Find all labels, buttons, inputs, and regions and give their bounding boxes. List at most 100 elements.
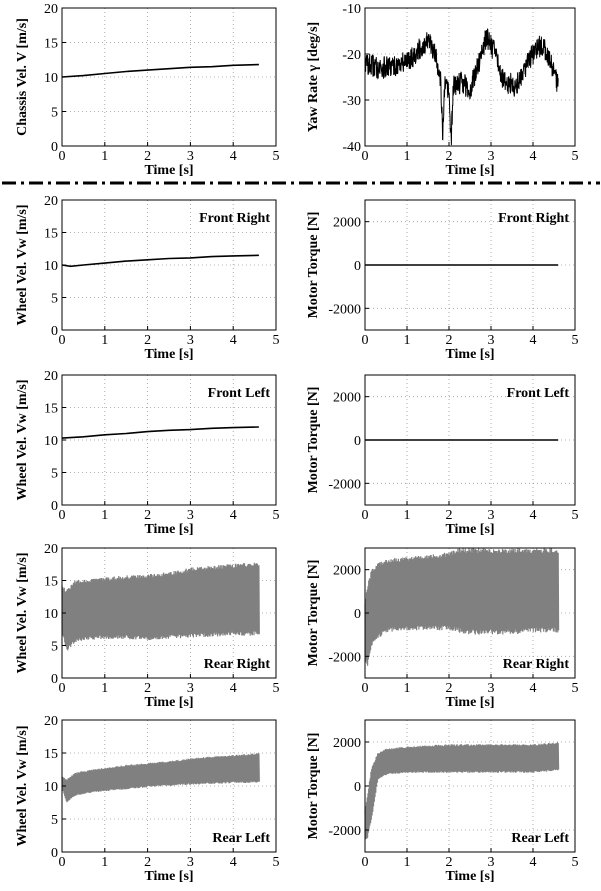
x-axis-label: Time [s] [445, 163, 494, 178]
x-tick-label: 5 [572, 149, 579, 164]
y-tick-label: 15 [44, 402, 58, 417]
x-tick-label: 4 [230, 855, 237, 870]
series-band-trace-0 [364, 548, 560, 666]
y-tick-label: 0 [354, 607, 361, 622]
x-axis-label: Time [s] [445, 695, 494, 710]
series-band-trace-0 [61, 753, 260, 803]
x-tick-label: 3 [187, 508, 194, 523]
panel-annotation: Front Right [199, 211, 270, 226]
y-tick-label: 0 [354, 434, 361, 449]
y-tick-label: -40 [342, 140, 361, 155]
series-band-trace-0 [61, 562, 260, 651]
x-axis-label: Time [s] [144, 163, 193, 178]
x-tick-label: 5 [273, 333, 280, 348]
x-axis-label: Time [s] [144, 695, 193, 710]
y-tick-label: 0 [354, 259, 361, 274]
x-tick-label: 2 [144, 333, 151, 348]
y-tick-label: 20 [44, 369, 58, 384]
plot-frame [364, 7, 576, 147]
x-tick-label: 0 [362, 333, 369, 348]
x-tick-label: 4 [530, 508, 537, 523]
x-tick-label: 4 [230, 681, 237, 696]
y-tick-label: 2000 [333, 736, 361, 751]
x-tick-label: 2 [144, 149, 151, 164]
x-tick-label: 4 [530, 681, 537, 696]
x-tick-label: 1 [101, 508, 108, 523]
y-axis-label: Motor Torque [N] [306, 387, 321, 494]
x-tick-label: 5 [572, 508, 579, 523]
x-tick-label: 0 [59, 149, 66, 164]
x-axis-label: Time [s] [445, 522, 494, 537]
x-tick-label: 0 [362, 508, 369, 523]
chart-wheel-velocity-rear-right: 0 1 2 3 4 5 0 5 10 15 20 Time [s] Wheel Vel. Vw [m/s… [15, 542, 280, 710]
x-tick-label: 3 [488, 508, 495, 523]
y-tick-label: 20 [44, 194, 58, 209]
x-tick-label: 3 [488, 855, 495, 870]
y-axis-label: Yaw Rate γ [deg/s] [306, 22, 321, 132]
y-tick-label: 20 [44, 542, 58, 557]
y-tick-label: 5 [51, 467, 58, 482]
y-tick-label: 15 [44, 37, 58, 52]
y-tick-label: 10 [44, 434, 58, 449]
y-tick-label: -2000 [328, 477, 361, 492]
panel-annotation: Rear Left [212, 831, 270, 846]
x-tick-label: 0 [362, 149, 369, 164]
x-axis-label: Time [s] [445, 869, 494, 884]
x-tick-label: 0 [362, 681, 369, 696]
y-tick-label: 20 [44, 2, 58, 17]
x-tick-label: 0 [59, 508, 66, 523]
x-tick-label: 1 [404, 508, 411, 523]
series-line-0 [61, 426, 259, 439]
y-tick-label: 2000 [333, 564, 361, 579]
chart-motor-torque-rear-right: 0 1 2 3 4 5 -2000 0 2000 Time [s] Motor Torque [N]… [306, 547, 579, 710]
panel-annotation: Rear Left [511, 831, 569, 846]
chart-motor-torque-front-right: 0 1 2 3 4 5 -2000 0 2000 Time [s] Motor Torque [N]… [306, 199, 579, 362]
x-tick-label: 4 [530, 333, 537, 348]
x-tick-label: 5 [572, 681, 579, 696]
panel-annotation: Front Left [507, 386, 570, 401]
y-tick-label: 0 [51, 324, 58, 339]
y-tick-label: 15 [44, 575, 58, 590]
x-tick-label: 1 [101, 149, 108, 164]
x-tick-label: 4 [230, 333, 237, 348]
y-tick-label: 5 [51, 813, 58, 828]
y-tick-label: 0 [354, 780, 361, 795]
y-tick-label: 0 [51, 499, 58, 514]
chart-wheel-velocity-rear-left: 0 1 2 3 4 5 0 5 10 15 20 Time [s] Wheel Vel. Vw [m/s… [15, 714, 280, 884]
x-tick-label: 4 [530, 855, 537, 870]
y-tick-label: 2000 [333, 391, 361, 406]
x-tick-label: 1 [404, 333, 411, 348]
series-line-0 [364, 28, 559, 146]
x-tick-label: 2 [446, 333, 453, 348]
y-tick-label: 0 [51, 846, 58, 861]
x-tick-label: 2 [446, 855, 453, 870]
x-tick-label: 2 [446, 681, 453, 696]
x-tick-label: 3 [187, 855, 194, 870]
x-tick-label: 3 [488, 149, 495, 164]
y-tick-label: -10 [342, 2, 361, 17]
y-tick-label: 0 [51, 140, 58, 155]
x-tick-label: 3 [187, 149, 194, 164]
chart-motor-torque-rear-left: 0 1 2 3 4 5 -2000 0 2000 Time [s] Motor Torque [N]… [306, 719, 579, 884]
x-tick-label: 5 [273, 681, 280, 696]
x-tick-label: 2 [144, 855, 151, 870]
x-tick-label: 0 [59, 681, 66, 696]
x-tick-label: 1 [101, 333, 108, 348]
y-tick-label: 2000 [333, 216, 361, 231]
chart-motor-torque-front-left: 0 1 2 3 4 5 -2000 0 2000 Time [s] Motor Torque [N]… [306, 374, 579, 537]
y-tick-label: 5 [51, 106, 58, 121]
y-axis-label: Wheel Vel. Vw [m/s] [15, 379, 30, 500]
y-tick-label: 15 [44, 747, 58, 762]
x-tick-label: 1 [101, 855, 108, 870]
x-tick-label: 4 [530, 149, 537, 164]
y-axis-label: Motor Torque [N] [306, 212, 321, 319]
series-line-0 [61, 254, 259, 268]
y-tick-label: 10 [44, 71, 58, 86]
x-tick-label: 3 [488, 681, 495, 696]
x-tick-label: 5 [273, 855, 280, 870]
x-tick-label: 2 [446, 508, 453, 523]
y-tick-label: 20 [44, 714, 58, 729]
y-tick-label: -2000 [328, 650, 361, 665]
y-axis-label: Wheel Vel. Vw [m/s] [15, 552, 30, 673]
